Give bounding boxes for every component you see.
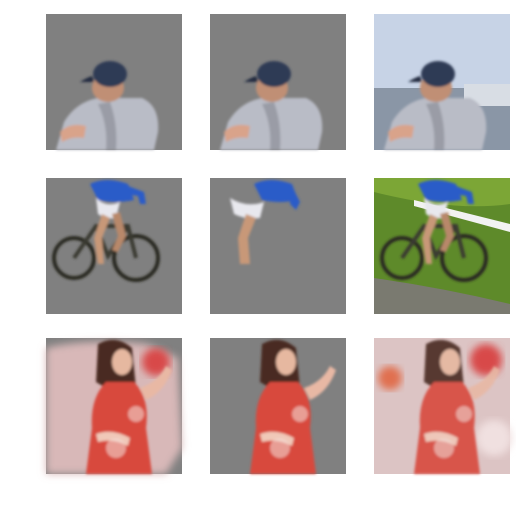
cell-woman-original [374, 338, 512, 474]
lantern [378, 366, 402, 390]
cell-boy-mask-a [46, 14, 182, 150]
lantern [142, 348, 170, 376]
jersey [254, 180, 298, 202]
cell-cyclist-mask-a [46, 178, 182, 314]
arm [290, 186, 300, 210]
cell-boy-original [374, 14, 510, 150]
leg [238, 214, 256, 264]
track [374, 278, 510, 314]
cell-cyclist-mask-b [210, 178, 346, 314]
blossom [476, 420, 512, 456]
figure [230, 180, 300, 264]
shorts [230, 198, 264, 219]
cell-woman-mask-b [210, 338, 346, 474]
cell-woman-mask-a [46, 338, 182, 474]
cell-boy-mask-b [210, 14, 346, 150]
cell-cyclist-original [374, 178, 510, 314]
boat [464, 84, 510, 106]
